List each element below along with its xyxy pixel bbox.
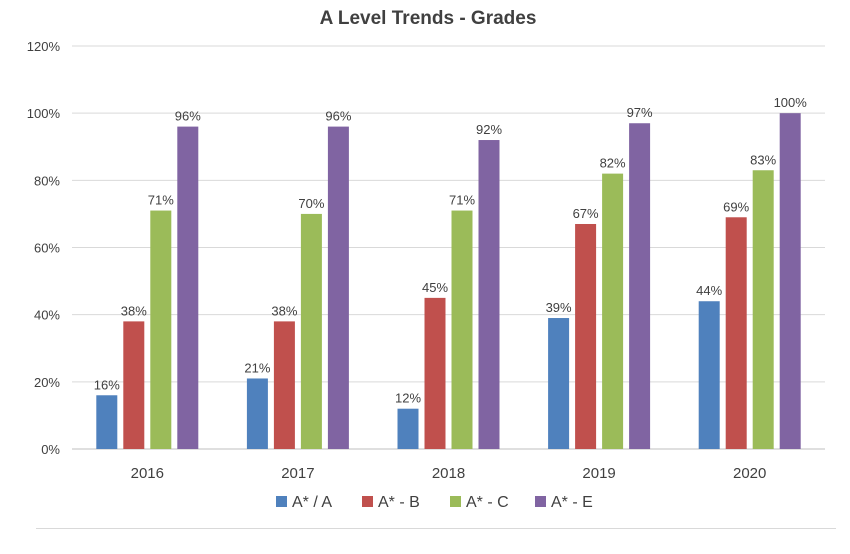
data-label: 21%	[244, 360, 270, 375]
x-tick-label: 2016	[131, 465, 164, 482]
legend: A* / A A* - B A* - C A* - E	[276, 494, 593, 511]
legend-label: A* / A	[292, 494, 332, 511]
legend-swatch	[535, 496, 546, 507]
bar	[602, 173, 624, 449]
bar	[548, 318, 570, 449]
bar	[150, 210, 172, 449]
bar	[725, 217, 747, 449]
bar	[123, 321, 145, 449]
y-axis-tick-labels: 0% 20% 40% 60% 80% 100% 120%	[27, 39, 61, 457]
data-label: 16%	[94, 377, 120, 392]
legend-swatch	[450, 496, 461, 507]
legend-item: A* - E	[535, 494, 593, 511]
legend-item: A* / A	[276, 494, 332, 511]
y-tick-label: 60%	[34, 241, 60, 256]
x-tick-label: 2017	[281, 465, 314, 482]
bottom-divider	[36, 528, 836, 529]
data-label: 71%	[449, 193, 475, 208]
bar	[397, 408, 419, 449]
bar	[478, 140, 500, 450]
data-label: 67%	[573, 206, 599, 221]
data-label: 82%	[600, 156, 626, 171]
y-tick-label: 100%	[27, 106, 61, 121]
bar	[698, 301, 720, 449]
y-tick-label: 0%	[41, 442, 60, 457]
y-tick-label: 20%	[34, 375, 60, 390]
x-tick-label: 2020	[733, 465, 766, 482]
data-label: 92%	[476, 122, 502, 137]
legend-item: A* - B	[362, 494, 420, 511]
legend-label: A* - C	[466, 494, 509, 511]
bar	[96, 395, 118, 449]
bar	[300, 213, 322, 449]
data-labels: 16% 38% 71% 96% 21% 38% 70% 96% 12% 45% 71% 92% 39% 6…	[94, 95, 807, 406]
bar	[273, 321, 295, 449]
bar	[246, 378, 268, 449]
data-label: 38%	[121, 303, 147, 318]
bar	[575, 223, 597, 449]
data-label: 71%	[148, 193, 174, 208]
x-axis-tick-labels: 2016 2017 2018 2019 2020	[131, 465, 767, 482]
bar	[629, 123, 651, 449]
data-label: 100%	[774, 95, 808, 110]
data-label: 12%	[395, 391, 421, 406]
bar	[327, 126, 349, 449]
bar	[451, 210, 473, 449]
x-tick-label: 2019	[582, 465, 615, 482]
data-label: 97%	[627, 105, 653, 120]
data-label: 39%	[546, 300, 572, 315]
data-label: 44%	[696, 283, 722, 298]
legend-label: A* - B	[378, 494, 420, 511]
data-label: 83%	[750, 152, 776, 167]
y-tick-label: 120%	[27, 39, 61, 54]
legend-swatch	[276, 496, 287, 507]
legend-swatch	[362, 496, 373, 507]
bar	[752, 170, 774, 449]
data-label: 38%	[271, 303, 297, 318]
chart-title: A Level Trends - Grades	[320, 8, 537, 29]
data-label: 96%	[325, 109, 351, 124]
y-tick-label: 40%	[34, 308, 60, 323]
legend-label: A* - E	[551, 494, 593, 511]
data-label: 96%	[175, 109, 201, 124]
data-label: 69%	[723, 199, 749, 214]
bar	[779, 113, 801, 450]
data-label: 70%	[298, 196, 324, 211]
data-label: 45%	[422, 280, 448, 295]
bar	[424, 297, 446, 449]
x-tick-label: 2018	[432, 465, 465, 482]
y-tick-label: 80%	[34, 173, 60, 188]
legend-item: A* - C	[450, 494, 509, 511]
bars	[96, 113, 801, 450]
bar	[177, 126, 199, 449]
